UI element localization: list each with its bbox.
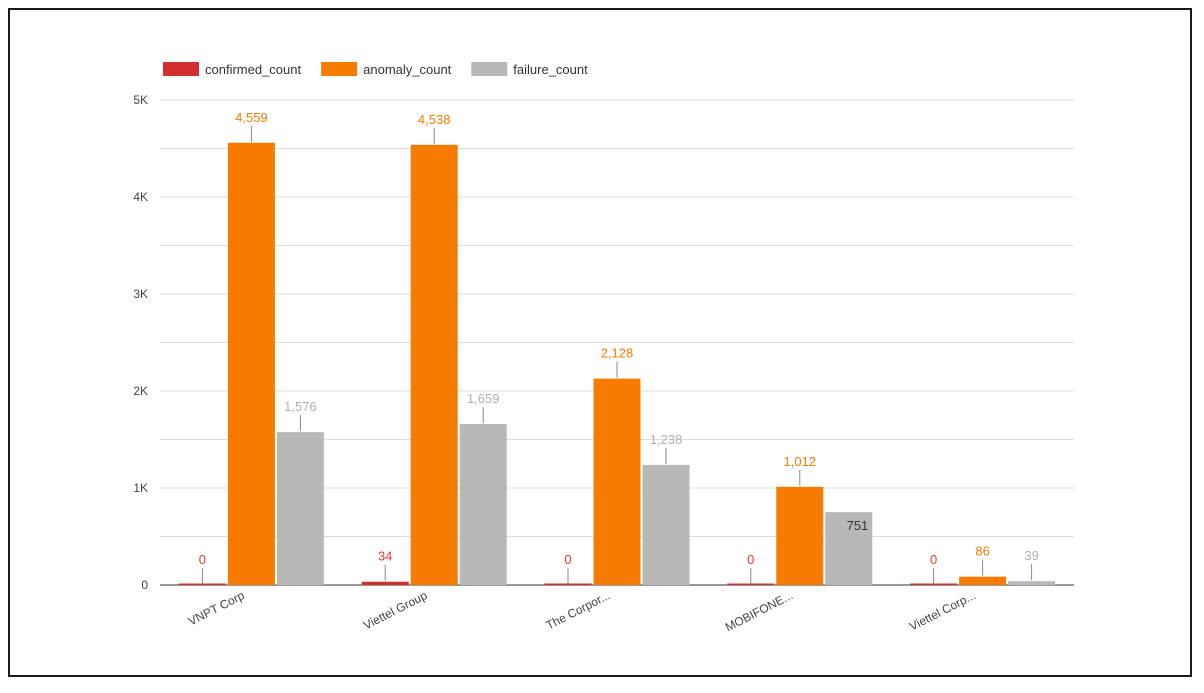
bar-confirmed_count [361, 581, 409, 585]
bar-failure_count [459, 424, 507, 585]
legend-label-confirmed_count: confirmed_count [205, 62, 301, 77]
data-label: 1,012 [784, 454, 817, 469]
x-tick-label: MOBIFONE... [723, 588, 795, 634]
bar-failure_count [825, 512, 873, 585]
x-tick-label: Viettel Group [361, 588, 430, 632]
data-label: 39 [1024, 548, 1038, 563]
data-label: 0 [564, 552, 571, 567]
y-tick-label: 0 [141, 578, 148, 592]
legend-label-anomaly_count: anomaly_count [363, 62, 452, 77]
data-label: 2,128 [601, 346, 634, 361]
legend-swatch-anomaly_count [321, 62, 358, 76]
y-tick-label: 3K [133, 287, 148, 301]
bar-anomaly_count [776, 486, 824, 585]
data-label: 34 [378, 549, 392, 564]
bar-failure_count [1008, 581, 1056, 585]
y-tick-label: 2K [133, 384, 148, 398]
bar-confirmed_count [544, 583, 592, 585]
y-tick-label: 5K [133, 93, 148, 107]
y-tick-label: 1K [133, 481, 148, 495]
x-tick-label: The Corpor... [544, 588, 613, 632]
x-tick-label: VNPT Corp [186, 588, 247, 628]
data-label: 1,238 [650, 432, 683, 447]
data-label: 1,659 [467, 391, 500, 406]
bar-confirmed_count [178, 583, 226, 585]
bar-confirmed_count [910, 583, 958, 585]
bar-anomaly_count [410, 144, 458, 585]
data-label: 4,538 [418, 112, 451, 127]
legend-swatch-failure_count [471, 62, 508, 76]
bar-anomaly_count [593, 378, 641, 585]
data-label: 86 [975, 544, 989, 559]
data-label: 0 [747, 552, 754, 567]
legend-swatch-confirmed_count [163, 62, 199, 76]
bar-anomaly_count [959, 576, 1007, 585]
data-label: 1,576 [284, 399, 317, 414]
data-label: 4,559 [235, 110, 268, 125]
x-tick-label: Viettel Corp... [907, 588, 978, 633]
bar-confirmed_count [727, 583, 775, 585]
legend-label-failure_count: failure_count [513, 62, 588, 77]
data-label: 751 [847, 518, 869, 533]
y-tick-label: 4K [133, 190, 148, 204]
data-label: 0 [199, 552, 206, 567]
data-label: 0 [930, 552, 937, 567]
bar-failure_count [276, 432, 324, 585]
bar-failure_count [642, 464, 690, 585]
bar-anomaly_count [227, 142, 275, 586]
